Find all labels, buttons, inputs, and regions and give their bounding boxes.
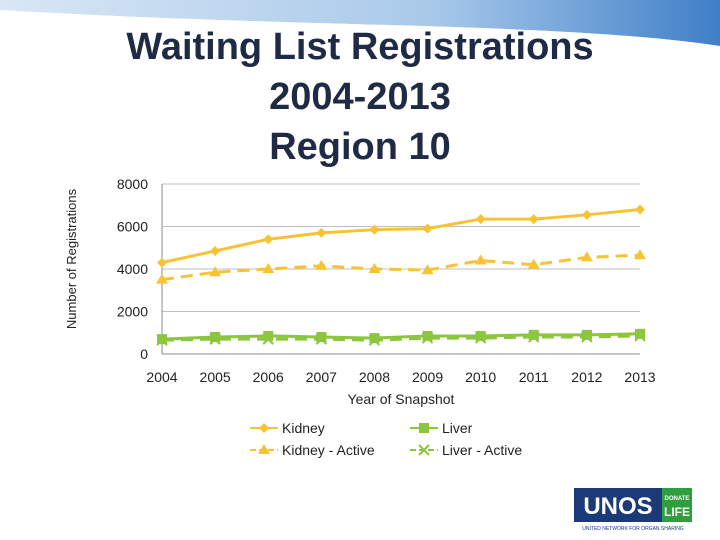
data-point-kidney-active-2009	[421, 264, 434, 275]
data-point-liver-2011	[528, 329, 539, 340]
y-tick-label-0: 0	[140, 346, 148, 362]
data-point-liver-2007	[316, 332, 327, 342]
legend-marker-liver-active	[418, 444, 430, 456]
logo-main-text: UNOS	[583, 493, 652, 520]
data-point-liver-active-2011	[528, 331, 540, 343]
data-point-liver-2012	[581, 329, 592, 340]
data-point-liver-active-2004	[156, 334, 168, 346]
data-point-liver-active-2007	[315, 333, 328, 345]
data-point-liver-2006	[263, 330, 274, 341]
data-point-liver-active-2013	[634, 330, 646, 342]
logo-main-block	[574, 488, 662, 522]
y-tick-label-4000: 4000	[117, 261, 148, 277]
legend-marker-liver	[419, 423, 429, 433]
data-point-liver-active-2006	[262, 333, 274, 345]
y-tick-label-2000: 2000	[117, 304, 148, 320]
x-tick-label-2013: 2013	[624, 369, 655, 385]
data-point-kidney-active-2013	[634, 249, 646, 260]
series-line-liver	[161, 332, 641, 341]
legend-label-liver-active: Liver - Active	[442, 442, 522, 458]
x-tick-label-2004: 2004	[146, 369, 177, 385]
data-point-kidney-active-2004	[156, 273, 168, 284]
data-point-liver-active-2012	[581, 331, 593, 343]
legend-label-liver: Liver	[442, 420, 473, 436]
title-line-2: 2004-2013	[269, 76, 451, 118]
series-line-kidney	[161, 208, 641, 265]
y-axis-title: Number of Registrations	[64, 188, 79, 329]
logo-badge-line-2: LIFE	[664, 505, 690, 519]
legend-marker-kidney-active	[258, 444, 270, 454]
data-point-kidney-active-2011	[527, 258, 540, 269]
data-point-kidney-active-2007	[315, 259, 328, 270]
data-point-liver-2013	[635, 328, 645, 339]
data-point-kidney-2007	[316, 227, 327, 238]
data-point-kidney-active-2008	[368, 263, 381, 273]
series-line-kidney-active	[161, 253, 641, 282]
logo-tagline: UNITED NETWORK FOR ORGAN SHARING	[582, 526, 684, 532]
data-point-kidney-active-2012	[580, 251, 593, 262]
data-point-kidney-2009	[422, 223, 433, 234]
data-point-liver-active-2005	[209, 333, 221, 345]
data-point-liver-active-2009	[421, 332, 434, 344]
x-tick-label-2012: 2012	[571, 369, 602, 385]
data-point-liver-2008	[369, 333, 380, 344]
top-swoosh-decoration	[0, 0, 720, 52]
logo-badge	[662, 488, 692, 522]
unos-logo: UNOS DONATE LIFE UNITED NETWORK FOR ORGA…	[574, 488, 692, 532]
data-point-kidney-2006	[263, 234, 274, 245]
data-point-liver-active-2008	[368, 334, 381, 346]
x-tick-label-2007: 2007	[306, 369, 337, 385]
data-point-kidney-2004	[157, 257, 167, 268]
x-tick-label-2010: 2010	[465, 369, 496, 385]
data-point-kidney-active-2010	[474, 254, 487, 265]
data-point-kidney-2012	[581, 209, 592, 220]
data-point-kidney-2010	[475, 214, 486, 225]
data-point-kidney-2011	[528, 214, 539, 225]
legend-marker-kidney	[259, 423, 269, 433]
slide-title: Waiting List Registrations 2004-2013 Reg…	[90, 22, 630, 172]
x-tick-label-2011: 2011	[519, 369, 549, 385]
x-tick-label-2006: 2006	[253, 369, 284, 385]
data-point-kidney-2013	[635, 204, 645, 215]
data-point-kidney-2005	[210, 245, 221, 256]
series-line-liver-active	[161, 334, 641, 342]
data-point-kidney-active-2006	[262, 263, 275, 273]
title-line-3: Region 10	[269, 126, 451, 168]
legend-label-kidney: Kidney	[282, 420, 325, 436]
data-point-kidney-2008	[369, 224, 380, 235]
data-point-kidney-active-2005	[209, 266, 222, 277]
legend-label-kidney-active: Kidney - Active	[282, 442, 375, 458]
data-point-liver-2005	[210, 332, 221, 342]
x-tick-label-2009: 2009	[412, 369, 443, 385]
x-axis-title: Year of Snapshot	[348, 391, 455, 407]
data-point-liver-active-2010	[474, 332, 487, 344]
x-tick-label-2005: 2005	[200, 369, 231, 385]
x-tick-label-2008: 2008	[359, 369, 390, 385]
logo-badge-line-1: DONATE	[665, 496, 690, 502]
y-tick-label-6000: 6000	[117, 219, 148, 235]
title-line-1: Waiting List Registrations	[126, 26, 594, 68]
y-tick-label-8000: 8000	[117, 176, 148, 192]
data-point-liver-2009	[422, 330, 433, 341]
data-point-liver-2010	[475, 330, 486, 341]
